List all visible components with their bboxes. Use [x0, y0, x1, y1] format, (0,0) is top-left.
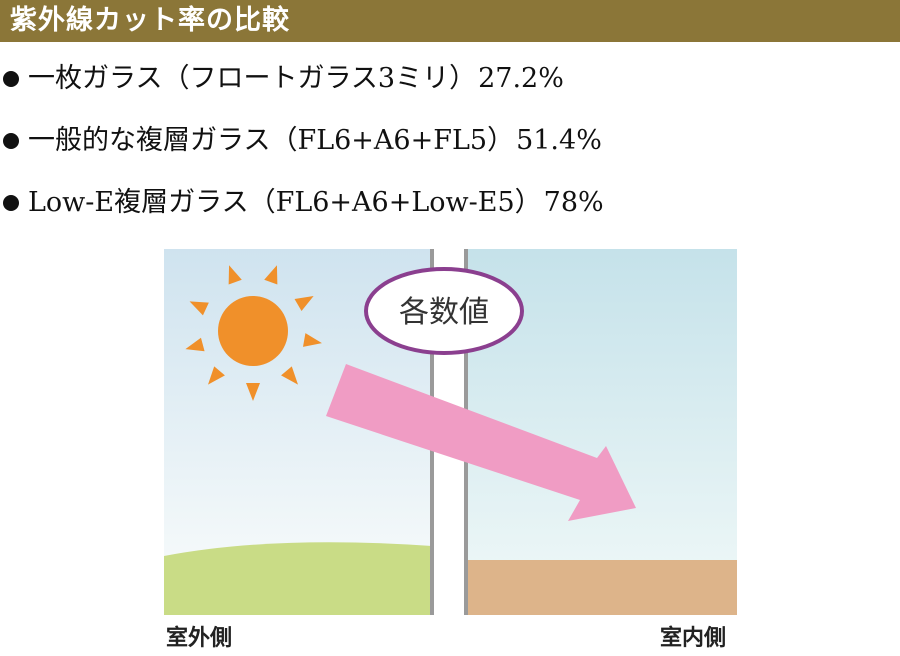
- inside-label: 室内側: [660, 626, 727, 651]
- uv-transmission-illustration: 各数値: [164, 249, 737, 615]
- bullet-icon: [3, 133, 19, 149]
- callout-label: 各数値: [399, 295, 489, 330]
- sun-icon: [185, 265, 322, 401]
- cut-rate-value: 78%: [543, 187, 604, 218]
- cut-rate-value: 51.4%: [516, 125, 602, 156]
- uv-ray-arrow: [326, 364, 636, 521]
- indoor-floor: [466, 560, 737, 615]
- glass-type-name: 一般的な複層ガラス（FL6+A6+FL5）: [28, 125, 515, 156]
- callout-bubble: [364, 267, 524, 355]
- bullet-icon: [3, 195, 19, 211]
- glass-type-name: Low-E複層ガラス（FL6+A6+Low-E5）: [28, 187, 542, 218]
- values-callout: 各数値: [364, 267, 524, 355]
- sun-rays: [185, 265, 322, 401]
- bullet-icon: [3, 71, 19, 87]
- outside-label: 室外側: [166, 626, 233, 651]
- grass-hill: [164, 542, 432, 615]
- glass-type-name: 一枚ガラス（フロートガラス3ミリ）: [28, 63, 477, 94]
- page-title: 紫外線カット率の比較: [10, 5, 290, 36]
- header-bar: 紫外線カット率の比較: [0, 0, 900, 42]
- cut-rate-value: 27.2%: [478, 63, 564, 94]
- sun-core: [218, 296, 288, 366]
- illustration-svg: 各数値: [164, 249, 737, 615]
